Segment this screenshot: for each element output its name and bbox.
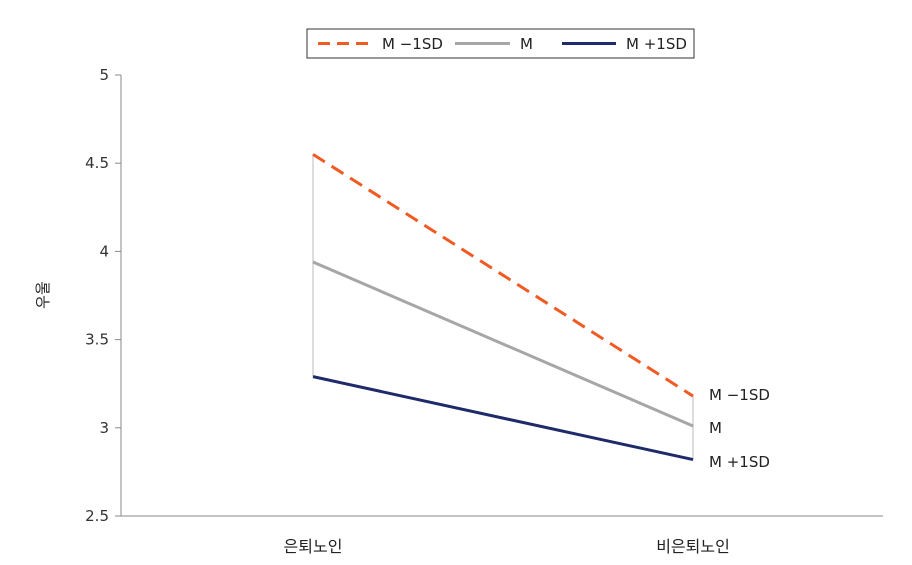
series-line-m	[312, 260, 694, 428]
y-tick-label: 2.5	[85, 507, 109, 525]
series-end-label: M −1SD	[709, 386, 770, 404]
y-tick-label: 3.5	[85, 331, 109, 349]
x-labels: 은퇴노인 비은퇴노인	[284, 537, 730, 556]
end-labels: M −1SD M M +1SD	[709, 386, 770, 471]
y-tick-label: 4	[99, 242, 109, 260]
range-lines	[312, 154, 694, 460]
x-category-label: 비은퇴노인	[656, 537, 730, 556]
legend-label-m: M	[520, 35, 533, 53]
x-category-label: 은퇴노인	[284, 537, 343, 556]
series-end-label: M +1SD	[709, 453, 770, 471]
legend-label-m-minus-1sd: M −1SD	[382, 35, 443, 53]
series-end-label: M	[709, 419, 722, 437]
legend: M −1SD M M +1SD	[306, 28, 695, 59]
series-line-m-plus-1sd	[312, 375, 694, 462]
y-tick-label: 4.5	[85, 154, 109, 172]
series-line-m-minus-1sd	[312, 153, 694, 398]
y-ticks: 2.5 3 3.5 4 4.5 5	[85, 66, 121, 525]
y-tick-label: 5	[99, 66, 109, 84]
legend-label-m-plus-1sd: M +1SD	[626, 35, 687, 53]
series-lines	[312, 153, 694, 462]
y-axis-label: 우울	[34, 281, 52, 309]
y-tick-label: 3	[99, 419, 109, 437]
